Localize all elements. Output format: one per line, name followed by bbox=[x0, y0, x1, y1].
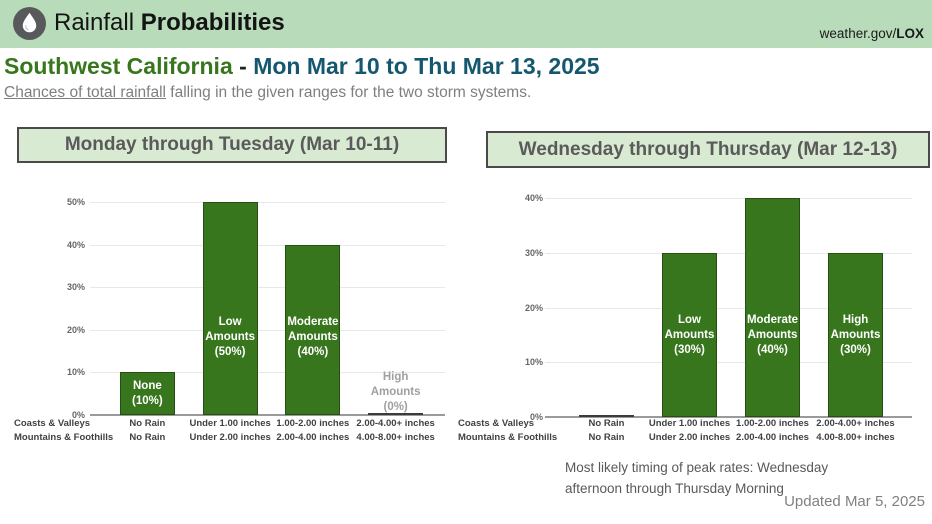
x-axis-line bbox=[545, 416, 912, 418]
bar bbox=[662, 252, 717, 417]
bar bbox=[285, 244, 341, 415]
chart1-title: Monday through Tuesday (Mar 10-11) bbox=[64, 134, 400, 155]
axis-category-label: 1.00-2.00 inches bbox=[736, 418, 809, 429]
axis-category-label: No Rain bbox=[588, 432, 625, 443]
y-tick-label: 50% bbox=[66, 197, 85, 207]
y-tick-label: 40% bbox=[524, 193, 543, 203]
bar-label: Moderate Amounts (40%) bbox=[287, 315, 339, 358]
y-tick-label: 0% bbox=[71, 410, 85, 420]
heading-separator: - bbox=[232, 53, 254, 79]
site-url-office: LOX bbox=[896, 26, 924, 41]
timing-note: Most likely timing of peak rates: Wednes… bbox=[565, 457, 828, 499]
gridline bbox=[90, 287, 445, 289]
bar-label: Moderate Amounts (40%) bbox=[746, 313, 799, 356]
bar-label: None (10%) bbox=[132, 380, 163, 407]
gridline bbox=[545, 307, 912, 309]
updated-timestamp: Updated Mar 5, 2025 bbox=[784, 493, 925, 510]
region-name: Southwest California bbox=[4, 53, 233, 79]
y-tick-label: 30% bbox=[524, 247, 543, 258]
water-droplet-icon bbox=[13, 7, 46, 40]
axis-category-label: 2.00-4.00 inches bbox=[736, 432, 809, 443]
bar-zero bbox=[579, 414, 634, 417]
site-url: weather.gov/LOX bbox=[820, 26, 924, 41]
bar-label: Low Amounts (30%) bbox=[664, 313, 715, 356]
page-title-bold: Probabilities bbox=[140, 9, 285, 36]
page-title: Rainfall Probabilities bbox=[54, 9, 285, 37]
gridline bbox=[545, 252, 912, 254]
gridline bbox=[90, 244, 445, 246]
gridline bbox=[90, 372, 445, 374]
bar-label: Low Amounts (50%) bbox=[205, 315, 256, 358]
axis-row-header: Coasts & Valleys bbox=[458, 418, 535, 429]
y-tick-label: 10% bbox=[524, 357, 543, 368]
axis-category-label: 4.00-8.00+ inches bbox=[816, 432, 895, 443]
bar-zero bbox=[368, 412, 424, 415]
gridline bbox=[90, 329, 445, 331]
site-url-prefix: weather.gov/ bbox=[819, 26, 897, 41]
axis-category-label: Under 2.00 inches bbox=[648, 432, 731, 443]
bar bbox=[119, 372, 175, 415]
timing-note-line2: afternoon through Thursday Morning bbox=[565, 481, 784, 496]
axis-row-header: Mountains & Foothills bbox=[14, 432, 114, 443]
date-range: Mon Mar 10 to Thu Mar 13, 2025 bbox=[253, 53, 600, 79]
y-tick-label: 20% bbox=[524, 302, 543, 313]
bar bbox=[745, 198, 800, 417]
page-title-regular: Rainfall bbox=[54, 9, 135, 36]
bar-label: High Amounts (30%) bbox=[830, 313, 881, 356]
axis-category-label: No Rain bbox=[129, 418, 166, 429]
timing-note-line1: Most likely timing of peak rates: Wednes… bbox=[565, 460, 829, 475]
y-tick-label: 20% bbox=[66, 324, 85, 335]
axis-category-label: 2.00-4.00+ inches bbox=[356, 418, 435, 429]
axis-row-header: Coasts & Valleys bbox=[14, 418, 91, 429]
bar bbox=[828, 252, 883, 417]
axis-category-label: Under 1.00 inches bbox=[189, 418, 271, 429]
axis-category-label: 1.00-2.00 inches bbox=[276, 418, 350, 429]
chart2-title-panel: Wednesday through Thursday (Mar 12-13) bbox=[486, 131, 930, 168]
gridline bbox=[90, 202, 445, 203]
y-tick-label: 40% bbox=[66, 239, 85, 250]
axis-category-label: 2.00-4.00+ inches bbox=[816, 418, 895, 429]
gridline bbox=[545, 362, 912, 364]
axis-category-label: Under 2.00 inches bbox=[189, 432, 271, 443]
gridline bbox=[545, 198, 912, 199]
region-heading: Southwest California - Mon Mar 10 to Thu… bbox=[4, 53, 600, 80]
bar bbox=[202, 202, 258, 415]
bar-label: High Amounts (0%) bbox=[370, 370, 421, 413]
axis-row-header: Mountains & Foothills bbox=[458, 432, 558, 443]
y-tick-label: 10% bbox=[66, 367, 85, 378]
axis-category-label: No Rain bbox=[129, 432, 166, 443]
x-axis-line bbox=[90, 414, 445, 416]
chart-description-rest: falling in the given ranges for the two … bbox=[165, 84, 532, 101]
chart1-title-panel: Monday through Tuesday (Mar 10-11) bbox=[17, 127, 447, 163]
axis-category-label: 4.00-8.00+ inches bbox=[356, 432, 435, 443]
axis-category-label: No Rain bbox=[588, 418, 625, 429]
header-bar: Rainfall Probabilities weather.gov/LOX bbox=[0, 0, 932, 48]
axis-category-label: Under 1.00 inches bbox=[648, 418, 731, 429]
y-tick-label: 30% bbox=[66, 282, 85, 293]
chart-description: Chances of total rainfall falling in the… bbox=[4, 84, 531, 102]
chart2-title: Wednesday through Thursday (Mar 12-13) bbox=[518, 138, 898, 160]
axis-category-label: 2.00-4.00 inches bbox=[276, 432, 350, 443]
chart-description-underlined: Chances of total rainfall bbox=[4, 84, 166, 101]
y-tick-label: 0% bbox=[529, 412, 543, 422]
